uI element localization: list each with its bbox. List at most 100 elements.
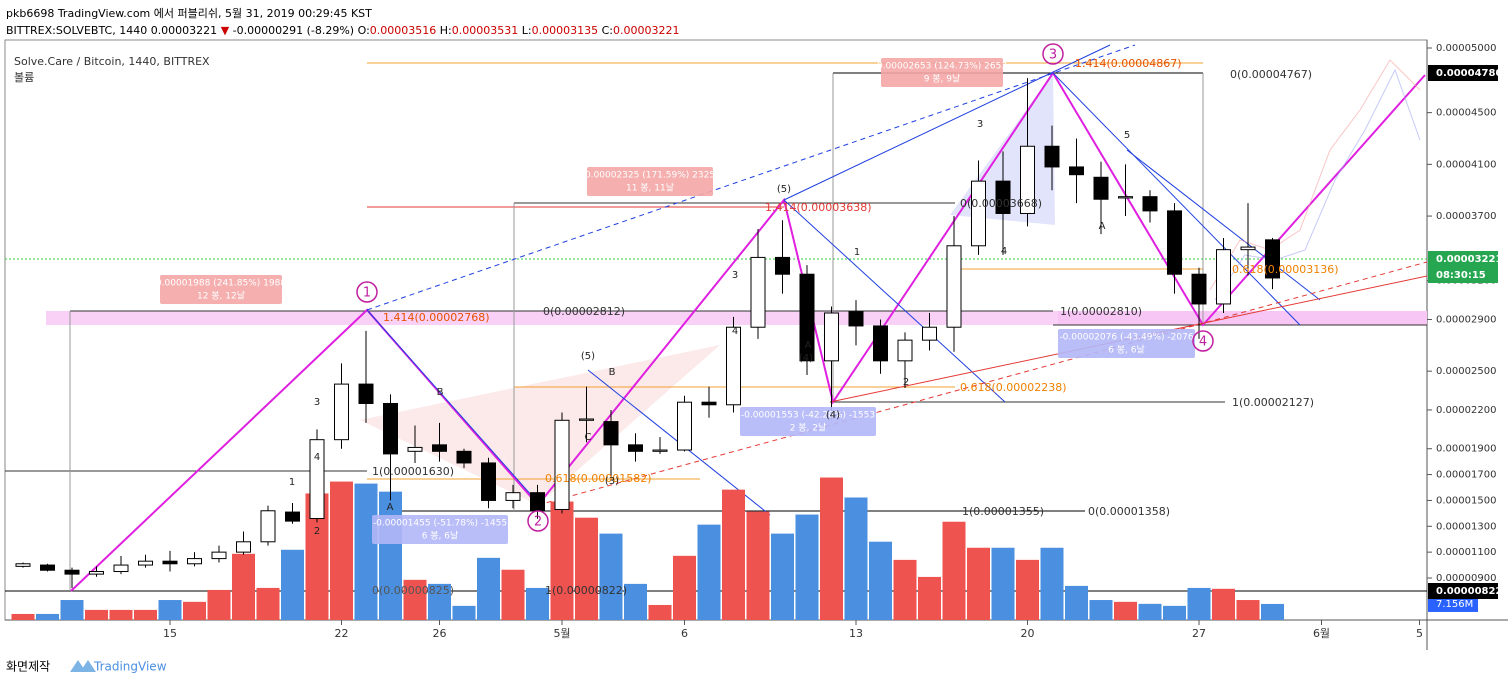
fib-band <box>1058 311 1427 325</box>
wave-circle <box>1042 43 1064 65</box>
candle-body <box>407 446 423 452</box>
measure-text: 12 봉, 12날 <box>197 291 245 302</box>
x-tick-label: 15 <box>163 627 177 640</box>
symbol: BITTREX:SOLVEBTC, 1440 0.00003221 <box>6 24 217 37</box>
candle-body <box>873 325 888 362</box>
y-tick-label: 0.00002200 <box>1436 405 1496 416</box>
candle-body <box>285 511 300 522</box>
candle-body <box>603 421 619 446</box>
candle-body <box>236 541 251 553</box>
y-tick-label: 0.00001500 <box>1436 495 1496 506</box>
volume-bar <box>1236 600 1260 620</box>
volume-bar <box>134 609 157 620</box>
measure-text: -0.00002076 (-43.49%) -2076 <box>1059 333 1193 343</box>
volume-bar <box>1065 585 1088 620</box>
price-tag-label: 0.00003221 <box>1436 254 1502 265</box>
x-tick-label: 5월 <box>553 627 570 640</box>
volume-bar <box>403 579 427 620</box>
h: H: <box>440 24 452 37</box>
change: -0.00000291 (-8.29%) <box>233 24 354 37</box>
measure-box <box>1058 329 1195 358</box>
trend-line <box>537 261 1427 506</box>
x-tick-label: 20 <box>1021 627 1035 640</box>
candle-body <box>530 492 545 512</box>
volume-bar <box>1016 559 1039 620</box>
small-wave-label: A <box>1099 221 1106 232</box>
volume-bar <box>599 533 623 620</box>
wave-label: 2 <box>534 515 542 530</box>
volume-bar <box>1089 600 1113 620</box>
volume-bar <box>60 600 84 620</box>
x-tick-label: 13 <box>849 627 863 640</box>
footer-brand: TradingView <box>93 660 167 674</box>
candle-body <box>946 245 962 328</box>
small-wave-label: B <box>609 367 616 378</box>
volume-bar <box>575 517 598 620</box>
projection <box>1214 68 1421 301</box>
candle-body <box>824 312 839 362</box>
small-wave-label: C <box>585 432 592 443</box>
trend-line <box>1126 149 1321 301</box>
wave-label: 1 <box>363 286 371 301</box>
fib-label: 0.618(0.00001582) <box>545 472 652 485</box>
candle-body <box>40 564 55 571</box>
fib-label: 0(0.00003668) <box>960 197 1042 210</box>
measure-text: 11 봉, 11날 <box>626 183 674 194</box>
candle-body <box>701 401 717 406</box>
fib-label: 0(0.00000825) <box>372 584 454 597</box>
volume-bar <box>1163 605 1186 620</box>
volume-bar <box>256 587 280 620</box>
wave-circle <box>527 510 549 532</box>
candle-body <box>1093 176 1109 200</box>
volume-bar <box>1040 547 1064 620</box>
price-tag <box>1428 583 1498 599</box>
small-wave-label: 3 <box>977 119 983 130</box>
trend-line <box>1052 72 1301 326</box>
wave-circle <box>356 281 378 303</box>
x-tick-label: 26 <box>433 627 447 640</box>
candle-body <box>971 180 986 247</box>
candle-body <box>432 444 447 452</box>
fib-label: 1(0.00000822) <box>545 584 627 597</box>
volume-bar <box>207 589 231 620</box>
volume-bar <box>109 609 133 620</box>
volume-bar <box>1138 603 1162 620</box>
volume-bar <box>550 501 574 620</box>
candle-body <box>1044 145 1060 168</box>
candle-body <box>456 450 472 464</box>
measure-text: 6 봉, 6날 <box>1108 345 1145 356</box>
volume-bar <box>183 601 206 620</box>
volume-bar <box>722 489 745 620</box>
trend-line <box>366 44 1136 311</box>
measure-text: 0.00001988 (241.85%) 1988 <box>156 279 286 289</box>
volume-bar <box>820 477 843 620</box>
candle-body <box>383 402 398 455</box>
measure-text: 6 봉, 6날 <box>422 531 459 542</box>
volume-bar <box>1212 588 1235 620</box>
volume-bar <box>281 549 304 620</box>
candle-body <box>138 560 153 566</box>
small-wave-label: 2 <box>314 526 320 537</box>
fib-label: 0(0.00001358) <box>1088 505 1170 518</box>
measure-text: 0.00002325 (171.59%) 2325 <box>585 171 715 181</box>
candle-body <box>1240 246 1256 251</box>
volume-bar <box>158 600 182 620</box>
y-tick-label: 0.00001100 <box>1436 547 1496 558</box>
candle-body <box>1118 196 1133 199</box>
candle-body <box>1069 166 1084 176</box>
candle-body <box>505 492 521 501</box>
volume-bar <box>452 605 476 620</box>
small-wave-label: 4 <box>314 452 320 463</box>
candle-body <box>750 256 766 328</box>
y-tick-label: 0.00001300 <box>1436 521 1496 532</box>
price-tag <box>1428 267 1498 283</box>
y2-tick-label: 7.156M <box>1436 599 1473 610</box>
candle-body <box>1020 145 1035 214</box>
l-value: 0.00003135 <box>532 24 598 37</box>
fib-label: 1(0.00002810) <box>1060 305 1142 318</box>
header: pkb6698 TradingView.com 에서 퍼블리쉬, 5월 31, … <box>6 7 679 84</box>
trend-line <box>783 44 1111 201</box>
small-wave-label: 2 <box>903 377 909 388</box>
candle-body <box>995 180 1011 214</box>
